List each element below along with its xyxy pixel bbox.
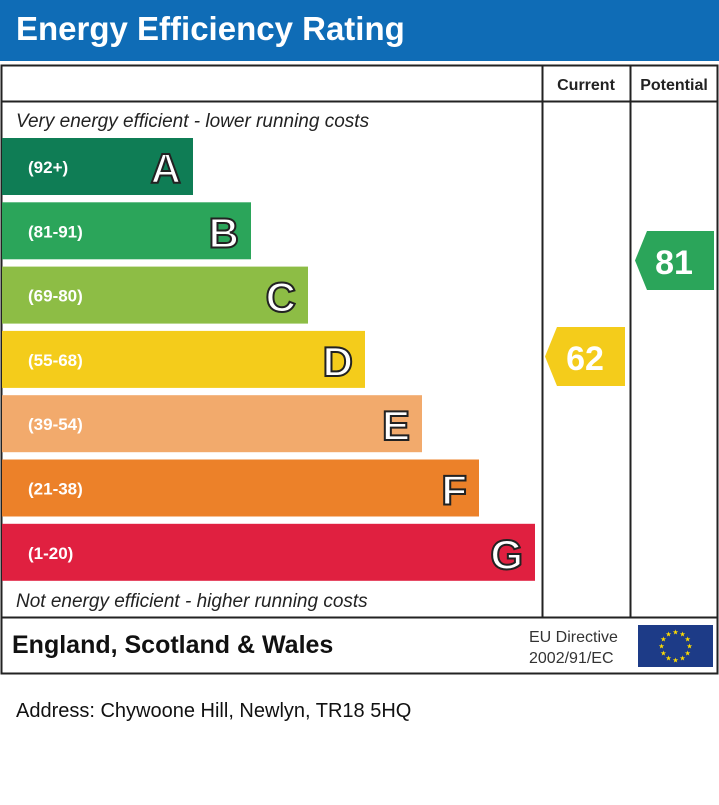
band-bar: [2, 459, 479, 517]
band-letter: F: [441, 467, 467, 514]
band-letter: C: [266, 274, 296, 321]
bottom-note: Not energy efficient - higher running co…: [16, 591, 368, 612]
band-letter: D: [323, 338, 353, 385]
chart-frame: [0, 64, 719, 675]
top-note: Very energy efficient - lower running co…: [16, 111, 370, 132]
potential-rating-value: 81: [655, 244, 693, 282]
current-rating-value: 62: [566, 340, 604, 378]
band-bar: [2, 138, 193, 195]
band-g: (1-20) G: [2, 523, 535, 581]
band-c: (69-80) C: [2, 266, 308, 324]
epc-chart: Current Potential Very energy efficient …: [0, 64, 719, 675]
star-icon: ★: [672, 657, 678, 665]
band-range: (39-54): [28, 415, 83, 434]
band-e: (39-54) E: [2, 395, 422, 453]
star-icon: ★: [660, 650, 666, 658]
star-icon: ★: [684, 636, 690, 644]
star-icon: ★: [679, 630, 685, 638]
star-icon: ★: [679, 655, 685, 663]
band-range: (21-38): [28, 480, 83, 499]
band-letter: B: [209, 209, 239, 256]
star-icon: ★: [658, 643, 664, 651]
star-icon: ★: [686, 643, 692, 651]
page-title: Energy Efficiency Rating: [16, 10, 405, 47]
band-range: (69-80): [28, 287, 83, 306]
band-a: (92+) A: [2, 138, 193, 195]
star-icon: ★: [665, 630, 671, 638]
band-f: (21-38) F: [2, 459, 479, 517]
potential-column-header: Potential: [640, 77, 708, 94]
potential-rating-arrow: 81: [635, 231, 714, 290]
region-label: England, Scotland & Wales: [12, 631, 333, 659]
band-d: (55-68) D: [2, 330, 365, 388]
band-letter: G: [490, 531, 523, 578]
band-range: (55-68): [28, 351, 83, 370]
current-rating-arrow: 62: [545, 327, 625, 386]
band-letter: E: [382, 402, 410, 449]
current-column-header: Current: [557, 77, 615, 94]
band-bar: [2, 330, 365, 388]
band-bar: [2, 523, 535, 581]
band-range: (92+): [28, 158, 68, 177]
band-bar: [2, 266, 308, 324]
band-b: (81-91) B: [2, 202, 251, 260]
band-range: (81-91): [28, 222, 83, 241]
directive-line2: 2002/91/EC: [529, 650, 614, 667]
eu-flag-icon: ★ ★★★★★★★★★★★: [638, 625, 713, 667]
header-bar: Energy Efficiency Rating: [0, 0, 719, 61]
star-icon: ★: [684, 650, 690, 658]
band-range: (1-20): [28, 544, 73, 563]
band-bar: [2, 202, 251, 260]
band-letter: A: [151, 145, 181, 192]
star-icon: ★: [672, 629, 678, 637]
band-bar: [2, 395, 422, 453]
star-icon: ★: [665, 655, 671, 663]
star-icon: ★: [660, 636, 666, 644]
address: Address: Chywoone Hill, Newlyn, TR18 5HQ: [16, 700, 412, 722]
directive-line1: EU Directive: [529, 629, 618, 646]
